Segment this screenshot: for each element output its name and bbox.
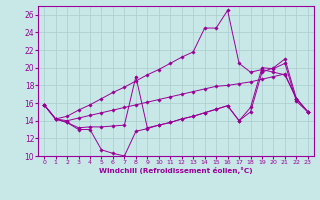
X-axis label: Windchill (Refroidissement éolien,°C): Windchill (Refroidissement éolien,°C) <box>99 167 253 174</box>
